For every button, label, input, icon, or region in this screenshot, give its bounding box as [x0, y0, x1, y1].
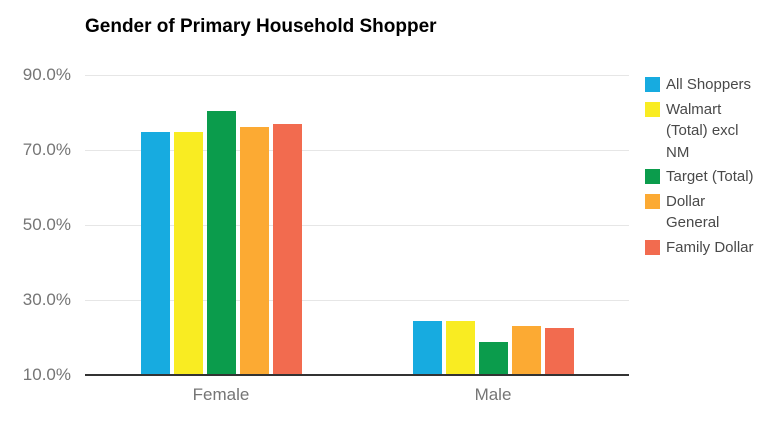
y-axis-tick-label: 70.0% [22, 140, 71, 159]
legend-label: Target (Total) [666, 168, 754, 185]
legend-item-family-dollar: Family Dollar [645, 237, 770, 259]
bar-all-shoppers-male [412, 321, 442, 375]
gridline [85, 75, 629, 76]
x-axis-category-label: Male [474, 385, 512, 404]
bar-dollar-general-male [511, 325, 541, 375]
legend-label: Family Dollar [666, 238, 754, 256]
legend-swatch-icon [645, 101, 660, 117]
gridline [85, 150, 629, 151]
x-axis-category-label: Female [192, 385, 250, 404]
y-axis-tick-label: 50.0% [22, 215, 71, 234]
bar-target-total-male [478, 341, 508, 375]
legend-item-all-shoppers: All Shoppers [645, 74, 770, 96]
y-axis-tick-label: 30.0% [22, 290, 71, 309]
bar-dollar-general-female [239, 126, 269, 375]
legend-label: Walmart (Total) excl NM [666, 100, 739, 161]
y-axis-tick-label: 10.0% [22, 365, 71, 384]
bar-target-total-female [206, 111, 236, 375]
legend-label: All Shoppers [666, 76, 752, 93]
legend-item-dollar-general: Dollar General [645, 191, 770, 234]
legend-label: Dollar General [666, 192, 720, 232]
legend: All Shoppers Walmart (Total) excl NM Targe… [645, 74, 770, 261]
x-axis-baseline [85, 374, 629, 376]
bar-walmart-total-excl-nm-male [445, 321, 475, 375]
bar-family-dollar-female [272, 124, 302, 375]
legend-item-target-total: Target (Total) [645, 166, 770, 188]
legend-swatch-icon [645, 193, 660, 209]
bar-all-shoppers-female [140, 131, 170, 375]
legend-swatch-icon [645, 239, 660, 255]
bar-family-dollar-male [544, 328, 574, 375]
legend-item-walmart-total-excl-nm: Walmart (Total) excl NM [645, 99, 770, 164]
legend-swatch-icon [645, 169, 660, 184]
chart-title: Gender of Primary Household Shopper [85, 16, 437, 37]
gridline [85, 300, 629, 301]
gridline [85, 225, 629, 226]
y-axis-tick-label: 90.0% [22, 65, 71, 84]
legend-swatch-icon [645, 77, 660, 92]
bar-walmart-total-excl-nm-female [173, 131, 203, 375]
